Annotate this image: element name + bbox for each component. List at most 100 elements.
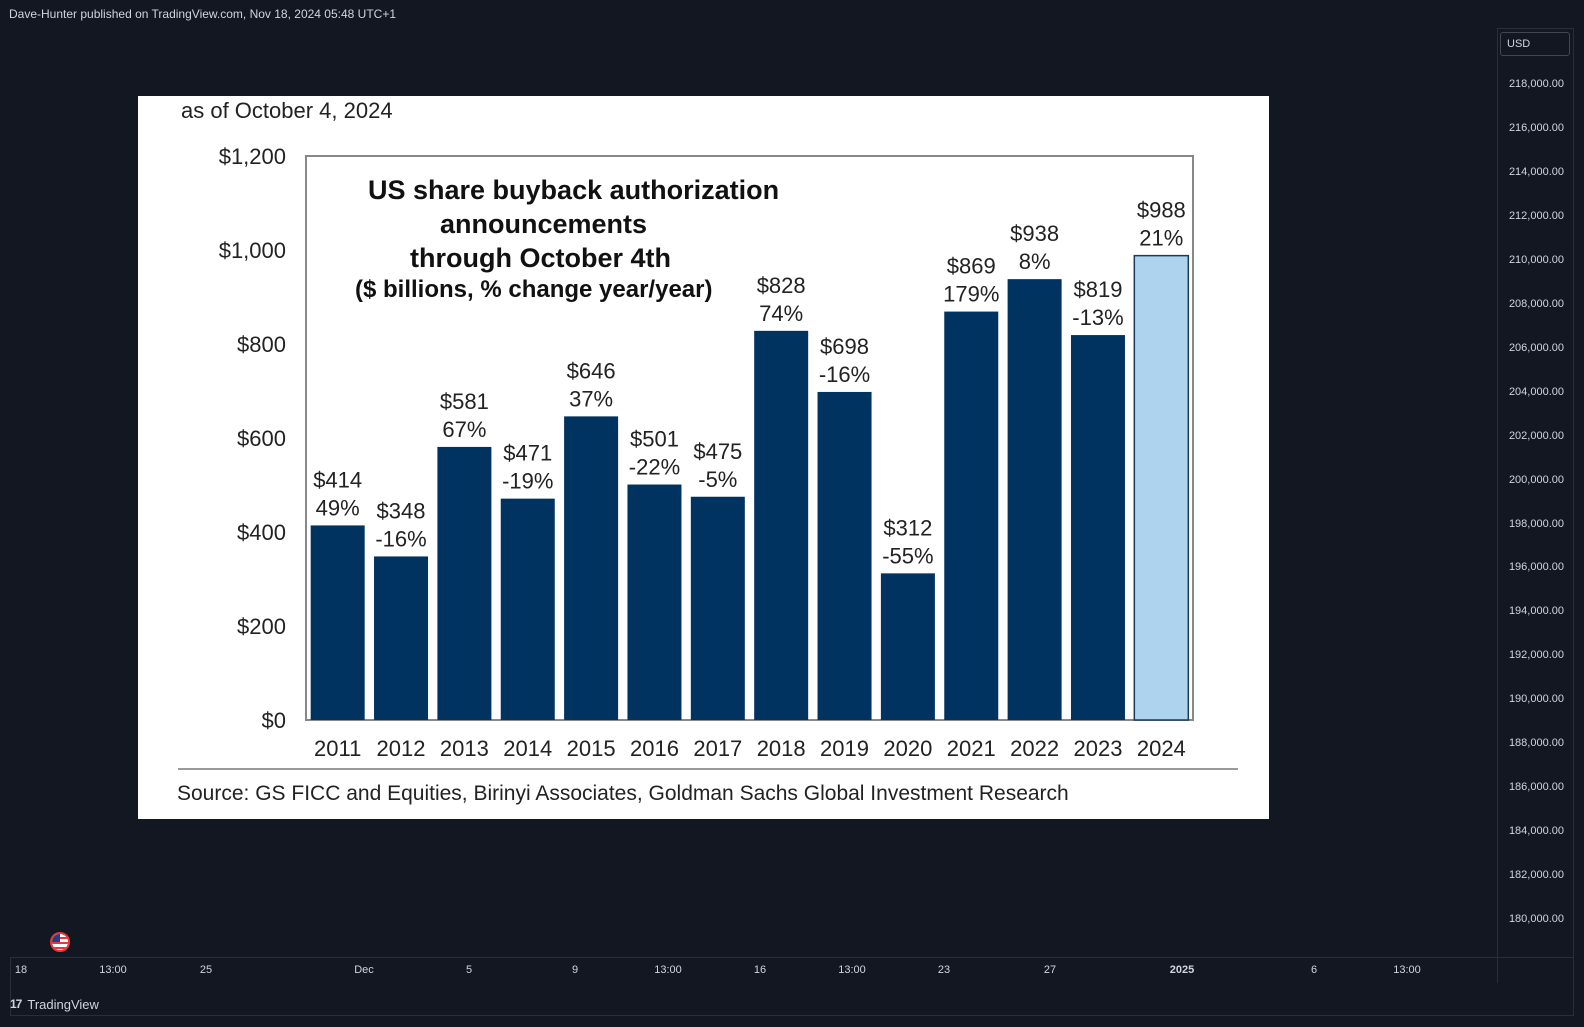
value-label: $501 <box>630 427 679 452</box>
tradingview-logo-icon: 17 <box>10 997 22 1011</box>
bar-2011 <box>310 525 365 720</box>
value-label: $938 <box>1010 221 1059 246</box>
x-tick-label: 2014 <box>503 736 552 761</box>
axis-corner <box>1497 957 1574 983</box>
price-label: 200,000.00 <box>1508 473 1564 486</box>
time-label: 13:00 <box>1393 964 1421 976</box>
pct-change-label: 67% <box>442 417 486 442</box>
price-label: 194,000.00 <box>1508 605 1564 618</box>
time-label: 27 <box>1043 964 1057 976</box>
us-flag-icon[interactable] <box>50 932 70 952</box>
price-label: 196,000.00 <box>1508 561 1564 574</box>
pct-change-label: -5% <box>698 467 737 492</box>
value-label: $646 <box>567 358 616 383</box>
footer-brand[interactable]: 17 TradingView <box>0 990 410 1018</box>
brand-name: TradingView <box>27 996 99 1012</box>
y-tick-label: $1,200 <box>219 144 286 169</box>
x-tick-label: 2024 <box>1137 736 1186 761</box>
time-label: 18 <box>14 964 28 976</box>
x-tick-label: 2022 <box>1010 736 1059 761</box>
value-label: $988 <box>1137 198 1186 223</box>
pct-change-label: -55% <box>882 543 933 568</box>
value-label: $819 <box>1073 277 1122 302</box>
x-tick-label: 2023 <box>1073 736 1122 761</box>
pct-change-label: 8% <box>1019 249 1051 274</box>
bar-2023 <box>1070 335 1125 720</box>
time-label: 13:00 <box>654 964 682 976</box>
bar-2013 <box>437 446 492 720</box>
time-label: 6 <box>1310 964 1318 976</box>
price-label: 214,000.00 <box>1508 165 1564 178</box>
price-label: 184,000.00 <box>1508 825 1564 838</box>
x-tick-label: 2012 <box>377 736 426 761</box>
x-tick-label: 2017 <box>693 736 742 761</box>
value-label: $828 <box>757 273 806 298</box>
price-label: 206,000.00 <box>1508 341 1564 354</box>
bar-2017 <box>690 496 745 720</box>
value-label: $312 <box>883 515 932 540</box>
time-label: 25 <box>199 964 213 976</box>
chart-title-line-1: US share buyback authorization <box>368 175 779 205</box>
value-label: $475 <box>693 439 742 464</box>
bar-2024 <box>1133 254 1190 721</box>
price-label: 204,000.00 <box>1508 385 1564 398</box>
pct-change-label: 179% <box>943 282 999 307</box>
bar-2018 <box>754 330 809 720</box>
chart-title-line-3: through October 4th <box>410 243 671 273</box>
time-label: 23 <box>937 964 951 976</box>
price-label: 210,000.00 <box>1508 253 1564 266</box>
y-tick-label: $400 <box>237 520 286 545</box>
pct-change-label: -13% <box>1072 305 1123 330</box>
time-label: 5 <box>465 964 473 976</box>
value-label: $348 <box>377 498 426 523</box>
time-axis[interactable]: 18 13:00 25 Dec 5 9 13:00 16 13:00 23 27 2025 6 13:00 <box>10 957 1497 983</box>
publish-info: Dave-Hunter published on TradingView.com… <box>9 7 397 21</box>
pct-change-label: -16% <box>819 362 870 387</box>
x-tick-label: 2011 <box>314 736 361 761</box>
x-tick-label: 2018 <box>757 736 806 761</box>
pct-change-label: 21% <box>1139 226 1183 251</box>
time-label: 13:00 <box>838 964 866 976</box>
price-label: 212,000.00 <box>1508 209 1564 222</box>
price-label: 188,000.00 <box>1508 737 1564 750</box>
y-tick-label: $0 <box>262 708 286 733</box>
price-axis[interactable]: 218,000.00 216,000.00 214,000.00 212,000.00… <box>1497 28 1574 957</box>
price-label: 182,000.00 <box>1508 869 1564 882</box>
pct-change-label: 37% <box>569 386 613 411</box>
pct-change-label: -16% <box>375 526 426 551</box>
value-label: $698 <box>820 334 869 359</box>
price-label: 198,000.00 <box>1508 517 1564 530</box>
time-label: 13:00 <box>99 964 127 976</box>
x-tick-label: 2021 <box>947 736 996 761</box>
bar-2012 <box>374 556 429 720</box>
pct-change-label: -22% <box>629 455 680 480</box>
price-label: 208,000.00 <box>1508 297 1564 310</box>
value-label: $471 <box>503 441 552 466</box>
value-label: $414 <box>313 467 362 492</box>
time-label: 16 <box>753 964 767 976</box>
price-label: 218,000.00 <box>1508 78 1564 90</box>
y-tick-label: $600 <box>237 426 286 451</box>
bar-2014 <box>500 498 555 720</box>
pct-change-label: -19% <box>502 469 553 494</box>
pct-change-label: 74% <box>759 301 803 326</box>
y-tick-label: $1,000 <box>219 238 286 263</box>
price-label: 180,000.00 <box>1508 913 1564 926</box>
time-label: Dec <box>354 964 374 976</box>
chart-title-line-2: announcements <box>440 209 647 239</box>
plot-frame <box>305 155 1194 721</box>
value-label: $581 <box>440 389 489 414</box>
y-tick-label: $200 <box>237 614 286 639</box>
bar-2020 <box>880 573 935 720</box>
bar-2015 <box>564 416 619 720</box>
currency-button[interactable]: USD <box>1500 32 1570 56</box>
bar-2022 <box>1007 279 1062 720</box>
bar-2019 <box>817 391 872 720</box>
time-label: 2025 <box>1169 964 1195 976</box>
value-label: $869 <box>947 254 996 279</box>
y-tick-label: $800 <box>237 332 286 357</box>
buyback-bar-chart: as of October 4, 2024 $0 $200 $400 $600 $800… <box>177 98 1238 805</box>
x-tick-label: 2015 <box>567 736 616 761</box>
x-tick-label: 2019 <box>820 736 869 761</box>
x-tick-label: 2013 <box>440 736 489 761</box>
